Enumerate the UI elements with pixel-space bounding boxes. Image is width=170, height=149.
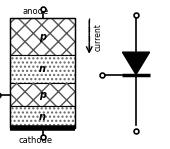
Text: n: n xyxy=(39,64,46,74)
Text: anode: anode xyxy=(22,7,48,16)
Bar xyxy=(10,106,75,128)
Text: n: n xyxy=(39,112,46,122)
Text: p: p xyxy=(39,31,46,42)
Text: p: p xyxy=(39,90,46,100)
Bar xyxy=(10,106,75,128)
Bar xyxy=(10,55,75,83)
Bar xyxy=(10,55,75,83)
Bar xyxy=(10,18,75,128)
Text: cathode: cathode xyxy=(19,136,53,145)
Bar xyxy=(10,83,75,106)
Bar xyxy=(10,83,75,106)
Bar xyxy=(10,18,75,55)
Polygon shape xyxy=(122,52,150,74)
Bar xyxy=(10,18,75,55)
Text: current: current xyxy=(94,23,103,51)
